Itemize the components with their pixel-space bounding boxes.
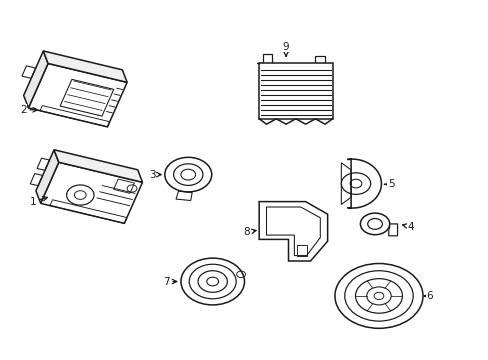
- Text: 9: 9: [282, 42, 289, 56]
- Circle shape: [181, 258, 244, 305]
- Text: 8: 8: [243, 227, 256, 237]
- Text: 7: 7: [163, 276, 176, 287]
- Text: 3: 3: [149, 170, 161, 180]
- Circle shape: [334, 264, 422, 328]
- Polygon shape: [259, 202, 327, 261]
- Text: 1: 1: [30, 197, 47, 207]
- Text: 2: 2: [20, 105, 37, 115]
- Text: 4: 4: [402, 222, 413, 232]
- Polygon shape: [54, 150, 142, 182]
- Polygon shape: [36, 150, 59, 203]
- Polygon shape: [23, 51, 48, 108]
- Polygon shape: [28, 63, 127, 127]
- Polygon shape: [43, 51, 127, 82]
- Text: 5: 5: [384, 179, 394, 189]
- Circle shape: [360, 213, 389, 235]
- Polygon shape: [347, 159, 381, 208]
- Text: 6: 6: [424, 291, 432, 301]
- Polygon shape: [259, 63, 332, 119]
- Polygon shape: [41, 162, 142, 223]
- Circle shape: [164, 157, 211, 192]
